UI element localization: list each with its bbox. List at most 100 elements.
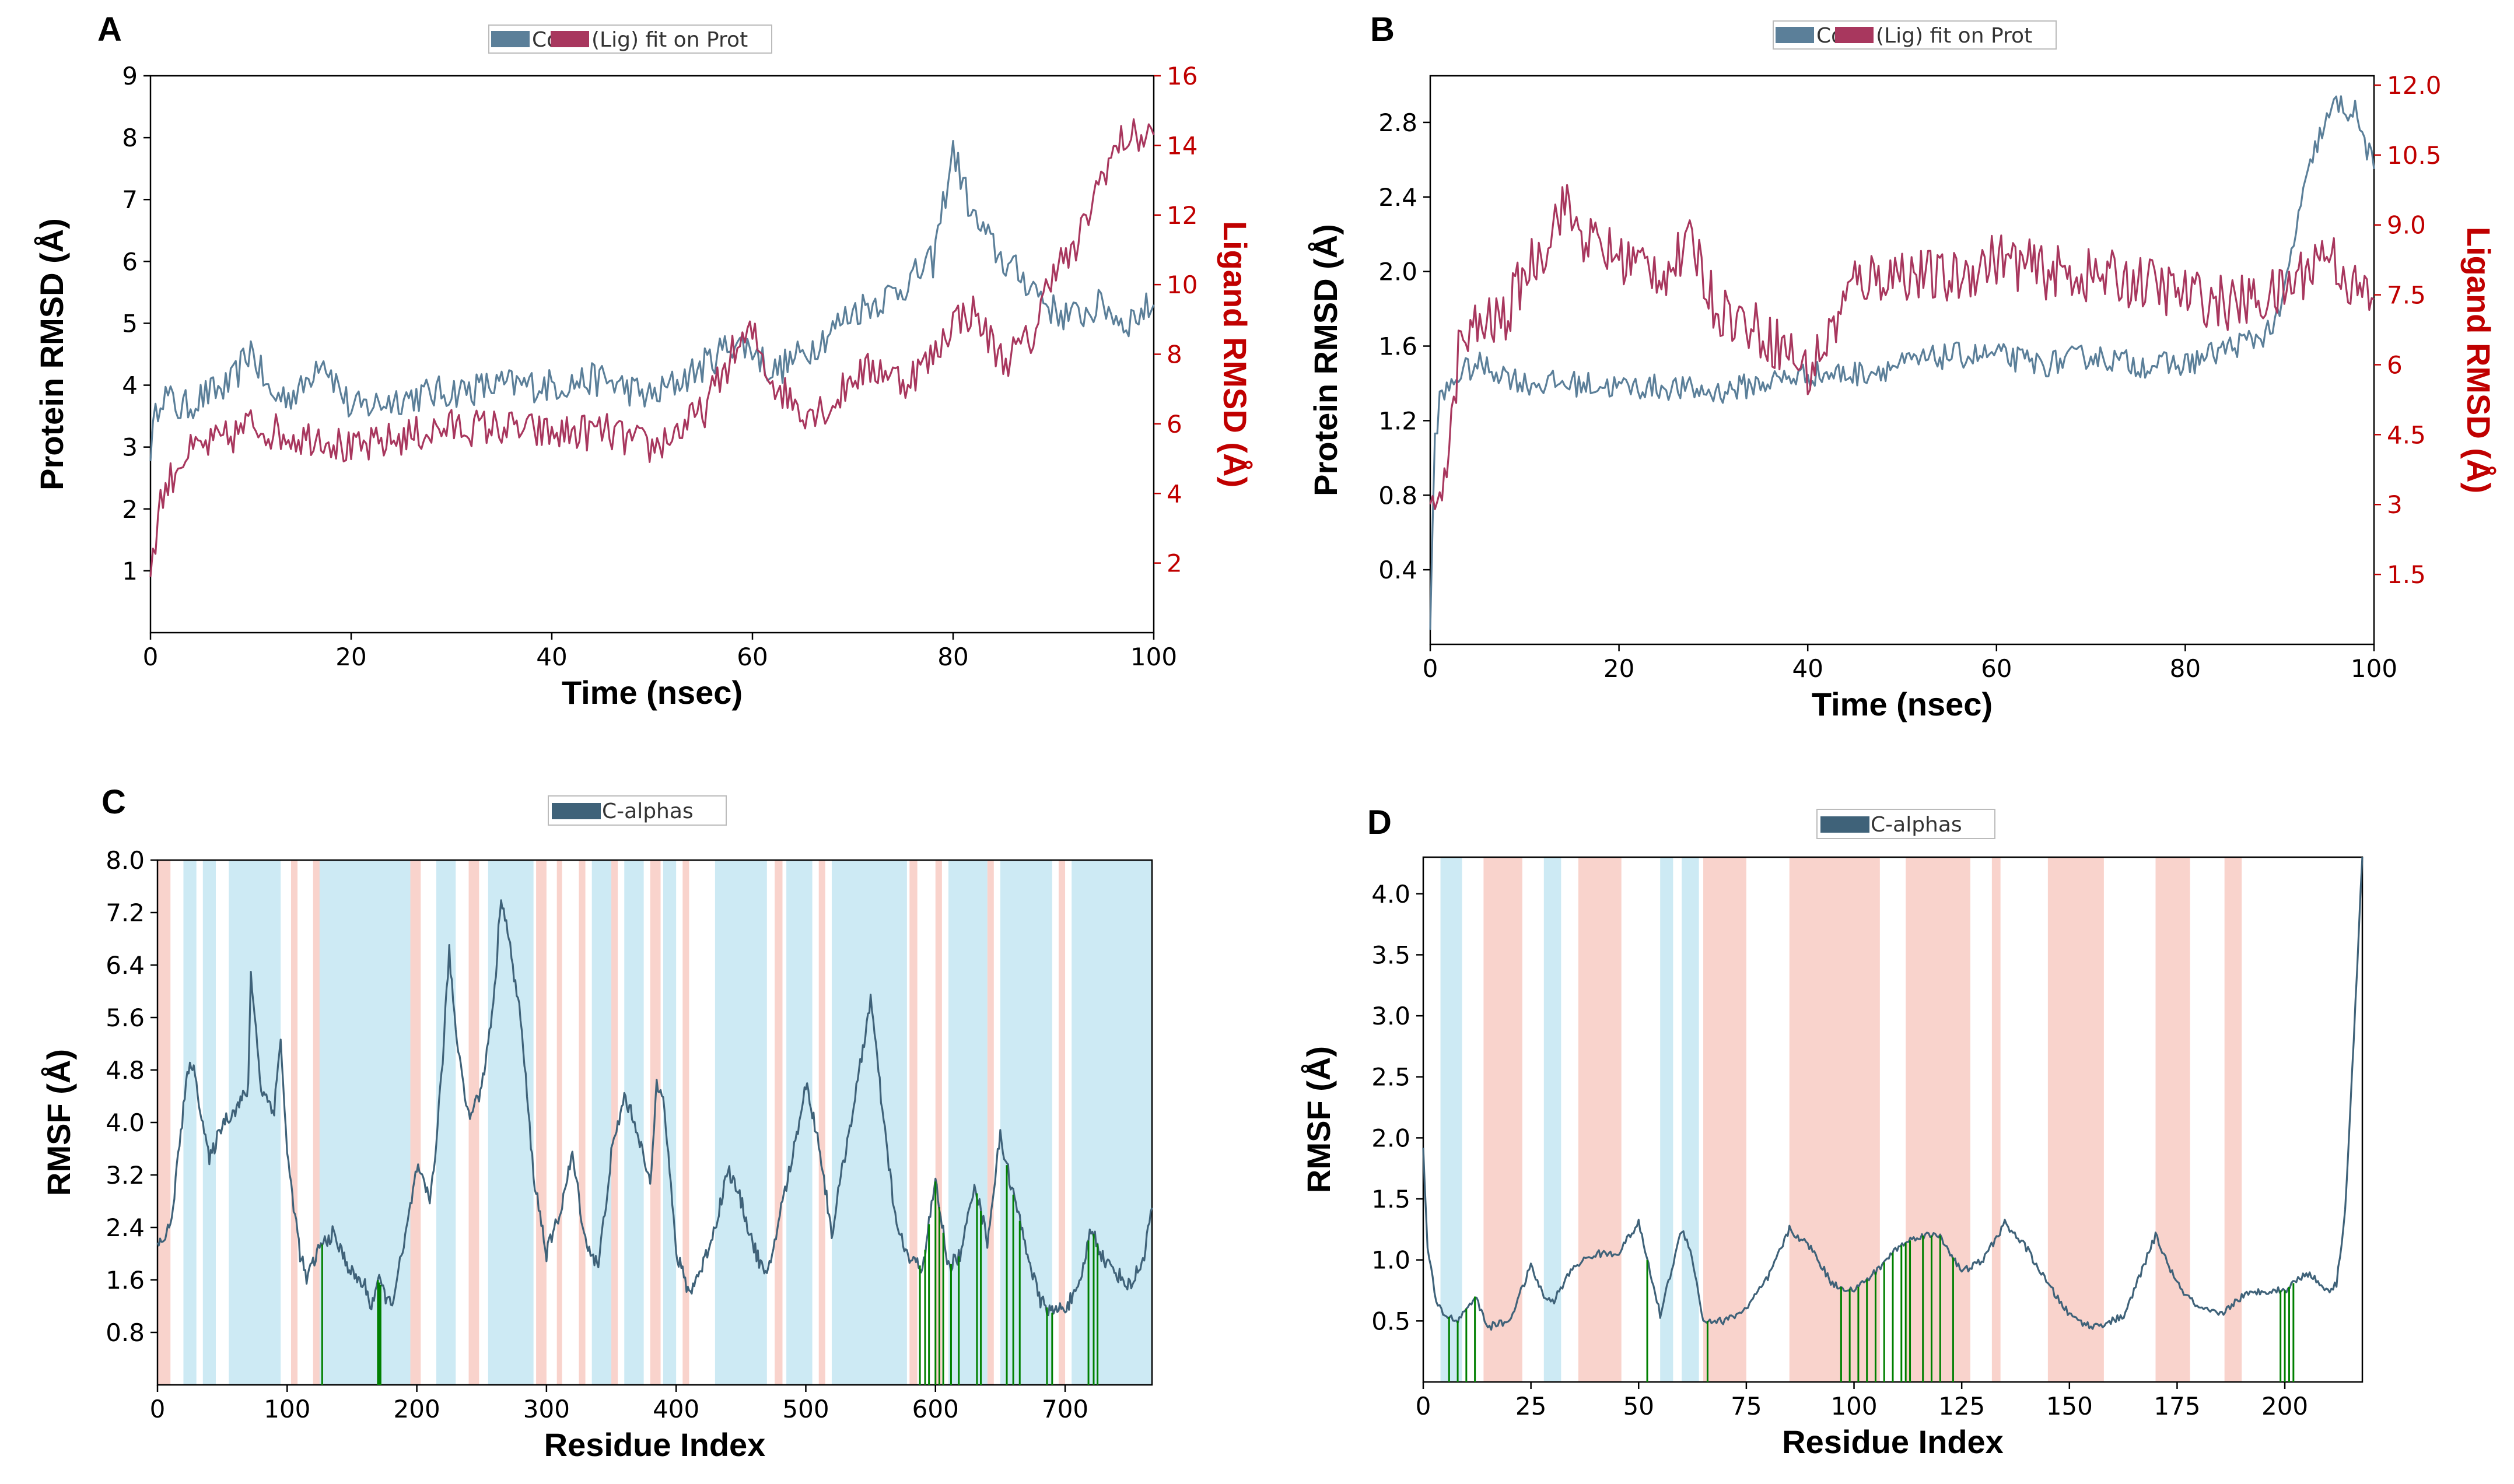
helix-band: [650, 860, 661, 1385]
x-tick-label: 100: [2351, 654, 2397, 683]
y-tick-label: 0.8: [1378, 481, 1417, 510]
y-tick-label: 1.2: [1378, 406, 1417, 435]
x-tick-label: 0: [1423, 654, 1438, 683]
strand-band: [1682, 857, 1699, 1382]
panel-letter: D: [1367, 804, 1392, 841]
helix-band: [556, 860, 562, 1385]
helix-band: [2155, 857, 2190, 1382]
legend: C-alphas: [548, 795, 727, 826]
x-tick-label: 500: [782, 1395, 829, 1423]
legend: Cα (Lig) fit on Prot: [488, 24, 772, 54]
y2-tick-label: 3: [2387, 490, 2403, 519]
y-tick-label: 2.4: [1378, 183, 1417, 212]
x-axis-label: Time (nsec): [1812, 686, 1993, 722]
ligand-rmsd-line: [1429, 184, 2375, 510]
helix-band: [987, 860, 994, 1385]
helix-band: [2047, 857, 2104, 1382]
panel-b-rmsd-chart: B 0 20 40 60 80 100 0.4 0.8 1.2 1.6 2.0 2.4 2.8 1.5 3 4.…: [1307, 10, 2497, 722]
helix-band: [1483, 857, 1522, 1382]
y-tick-label: 1.6: [1378, 332, 1417, 361]
y-tick-label: 5.6: [106, 1004, 145, 1032]
helix-band: [1789, 857, 1880, 1382]
y-tick-label: 8.0: [106, 846, 145, 875]
strand-band: [831, 860, 907, 1385]
y-tick-label: 0.5: [1371, 1307, 1410, 1335]
legend-swatch-protein: [491, 31, 530, 47]
legend-box: [1773, 20, 2057, 50]
y2-tick-label: 14: [1167, 131, 1198, 160]
legend: Cα (Lig) fit on Prot: [1773, 20, 2057, 50]
strand-band: [436, 860, 456, 1385]
y-tick-label: 3.5: [1371, 941, 1410, 969]
legend-label-ligand: (Lig) fit on Prot: [1876, 24, 2032, 48]
helix-band: [157, 860, 171, 1385]
helix-band: [1703, 857, 1746, 1382]
y2-tick-label: 7.5: [2387, 281, 2426, 310]
x-tick-label: 150: [2046, 1392, 2093, 1420]
panel-letter: C: [101, 783, 126, 821]
x-tick-label: 25: [1515, 1392, 1546, 1420]
strand-band: [319, 860, 411, 1385]
y2-tick-label: 10.5: [2387, 141, 2442, 170]
y-tick-label: 4.0: [106, 1108, 145, 1137]
x-tick-label: 200: [394, 1395, 440, 1423]
x-tick-label: 60: [737, 643, 768, 671]
strand-band: [1072, 860, 1152, 1385]
y-axis-label: Protein RMSD (Å): [33, 218, 70, 490]
y-tick-label: 1.0: [1371, 1246, 1410, 1275]
y-tick-label: 2.4: [106, 1213, 145, 1242]
panel-letter: B: [1370, 10, 1395, 48]
y2-tick-label: 1.5: [2387, 560, 2426, 589]
helix-band: [818, 860, 825, 1385]
plot-frame: [1429, 75, 2375, 645]
helix-band: [313, 860, 321, 1385]
y-tick-label: 1: [122, 557, 138, 585]
y-tick-label: 4: [122, 371, 138, 400]
y2-tick-label: 12.0: [2387, 71, 2442, 100]
x-tick-label: 0: [1416, 1392, 1431, 1420]
panel-d-rmsf-chart: D 0 25 50 75 100 125 150 175 200 0.5 1.0 1.5 2.0 2.5 3.…: [1300, 804, 2364, 1460]
x-axis-label: Time (nsec): [562, 674, 743, 711]
strand-band: [715, 860, 767, 1385]
x-tick-label: 175: [2154, 1392, 2200, 1420]
x-tick-label: 80: [937, 643, 968, 671]
helix-band: [2224, 857, 2242, 1382]
x-tick-label: 600: [912, 1395, 959, 1423]
y-tick-label: 9: [122, 62, 138, 90]
x-tick-label: 20: [335, 643, 366, 671]
helix-band: [1906, 857, 1970, 1382]
helix-band: [1991, 857, 2001, 1382]
helix-band: [410, 860, 421, 1385]
strand-band: [229, 860, 281, 1385]
strand-band: [488, 860, 534, 1385]
legend-swatch-protein: [1776, 27, 1814, 43]
protein-rmsd-line: [1429, 95, 2375, 630]
x-tick-label: 125: [1938, 1392, 1985, 1420]
y2-tick-label: 6: [2387, 350, 2403, 379]
y2-tick-label: 6: [1167, 410, 1182, 438]
y2-tick-label: 10: [1167, 271, 1198, 299]
y2-axis-label: Ligand RMSD (Å): [1217, 221, 1254, 487]
helix-band: [290, 860, 298, 1385]
y-tick-label: 5: [122, 309, 138, 338]
legend-label: C-alphas: [602, 799, 694, 823]
y-tick-label: 3.2: [106, 1161, 145, 1190]
helix-band: [579, 860, 586, 1385]
y2-tick-label: 2: [1167, 549, 1182, 578]
plot-frame: [149, 75, 1155, 634]
panel-letter: A: [97, 10, 122, 48]
strand-band: [183, 860, 197, 1385]
y-tick-label: 2.8: [1378, 108, 1417, 137]
y-tick-label: 6: [122, 247, 138, 276]
x-tick-label: 80: [2170, 654, 2201, 683]
legend-box: [488, 24, 772, 54]
x-tick-label: 700: [1042, 1395, 1088, 1423]
helix-band: [611, 860, 618, 1385]
y-tick-label: 1.5: [1371, 1185, 1410, 1213]
y-tick-label: 7.2: [106, 899, 145, 927]
x-tick-label: 40: [1792, 654, 1823, 683]
helix-band: [682, 860, 689, 1385]
y-tick-label: 7: [122, 185, 138, 214]
